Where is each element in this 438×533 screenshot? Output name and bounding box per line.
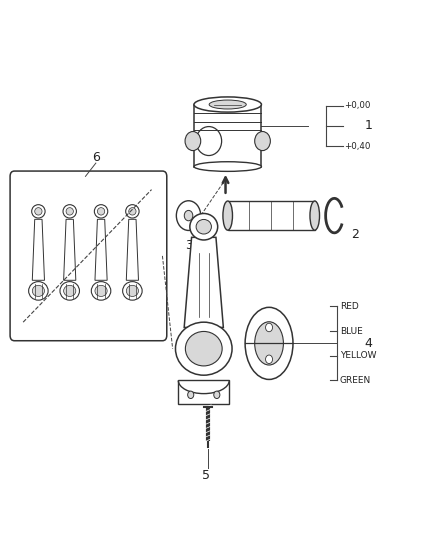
FancyBboxPatch shape — [228, 201, 315, 230]
Text: GREEN: GREEN — [340, 376, 371, 385]
FancyBboxPatch shape — [194, 104, 261, 166]
Ellipse shape — [94, 205, 108, 218]
Text: +0,00: +0,00 — [344, 101, 370, 110]
Circle shape — [177, 201, 201, 230]
Text: 5: 5 — [202, 470, 210, 482]
Text: BLUE: BLUE — [340, 327, 363, 335]
Circle shape — [187, 391, 194, 399]
Ellipse shape — [63, 205, 76, 218]
Text: 2: 2 — [351, 228, 359, 241]
Ellipse shape — [95, 285, 107, 296]
Ellipse shape — [28, 281, 48, 300]
Polygon shape — [95, 219, 107, 280]
Ellipse shape — [129, 208, 136, 215]
Ellipse shape — [176, 322, 232, 375]
Ellipse shape — [64, 285, 76, 296]
Ellipse shape — [196, 126, 222, 156]
Ellipse shape — [35, 208, 42, 215]
Ellipse shape — [97, 208, 105, 215]
Circle shape — [185, 132, 201, 151]
Circle shape — [265, 355, 272, 364]
Ellipse shape — [209, 100, 246, 109]
Circle shape — [254, 132, 270, 151]
Text: YELLOW: YELLOW — [340, 351, 377, 360]
Ellipse shape — [32, 205, 45, 218]
Ellipse shape — [245, 308, 293, 379]
Ellipse shape — [194, 97, 261, 112]
Ellipse shape — [190, 214, 218, 240]
Ellipse shape — [126, 285, 138, 296]
Circle shape — [184, 211, 193, 221]
Ellipse shape — [91, 281, 111, 300]
Ellipse shape — [254, 322, 283, 365]
Ellipse shape — [66, 208, 74, 215]
Polygon shape — [32, 219, 45, 280]
Ellipse shape — [60, 281, 79, 300]
Text: 6: 6 — [92, 151, 100, 164]
Text: RED: RED — [340, 302, 359, 311]
Ellipse shape — [310, 201, 320, 230]
Circle shape — [214, 391, 220, 399]
Text: 3: 3 — [184, 239, 192, 252]
Ellipse shape — [126, 205, 139, 218]
Ellipse shape — [194, 161, 261, 172]
Polygon shape — [64, 219, 76, 280]
Circle shape — [265, 323, 272, 332]
Ellipse shape — [185, 332, 222, 366]
Ellipse shape — [123, 281, 142, 300]
FancyBboxPatch shape — [10, 171, 167, 341]
Ellipse shape — [196, 220, 212, 234]
Ellipse shape — [32, 285, 45, 296]
Ellipse shape — [223, 201, 233, 230]
Text: 4: 4 — [365, 337, 373, 350]
Polygon shape — [126, 219, 138, 280]
Text: +0,40: +0,40 — [344, 142, 370, 150]
Polygon shape — [184, 237, 223, 327]
Text: 1: 1 — [365, 119, 373, 132]
Bar — [178, 381, 229, 405]
